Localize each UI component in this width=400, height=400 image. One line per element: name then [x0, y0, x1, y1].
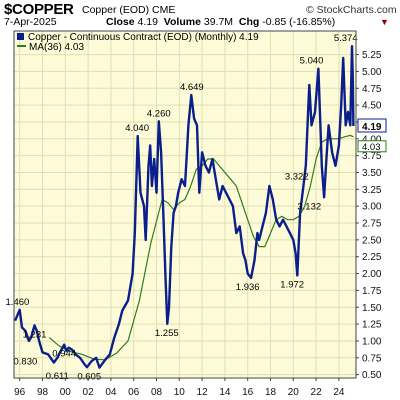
chg-value: -0.85 (-16.85%) — [262, 16, 336, 28]
y-tick-label: 4.75 — [362, 84, 382, 95]
x-tick-label: 24 — [333, 387, 345, 398]
y-tick-label: 2.25 — [362, 252, 382, 263]
x-tick-label: 20 — [288, 387, 300, 398]
price-annotation: 1.936 — [236, 282, 260, 293]
y-tick-label: 4.00 — [362, 134, 382, 145]
price-annotation: 0.605 — [77, 372, 101, 383]
legend-ma-label: MA(36) 4.03 — [29, 42, 84, 53]
volume-label: Volume — [163, 16, 201, 28]
y-tick-label: 2.00 — [362, 269, 382, 280]
y-tick-label: 1.00 — [362, 336, 382, 347]
y-tick-label: 3.75 — [362, 151, 382, 162]
y-tick-label: 2.50 — [362, 235, 382, 246]
brand-credit: © StockCharts.com — [306, 4, 397, 16]
price-annotation: 1.255 — [155, 328, 179, 339]
last-price-label: 4.19 — [362, 122, 382, 133]
price-annotation: 5.040 — [300, 56, 324, 67]
ma-price-tag — [357, 140, 387, 153]
chart-symbol: $COPPER — [4, 1, 74, 18]
bar-series-icon — [17, 33, 24, 40]
y-tick-label: 1.25 — [362, 320, 382, 331]
x-tick-label: 08 — [151, 387, 163, 398]
chg-label: Chg — [238, 16, 260, 28]
y-tick-label: 2.75 — [362, 219, 382, 230]
price-annotation: 4.260 — [147, 108, 171, 119]
price-annotation: 5.374 — [334, 33, 358, 44]
price-annotation: 4.649 — [180, 82, 204, 93]
price-series — [13, 45, 355, 369]
price-tags: 4.19 4.03 — [357, 118, 387, 153]
x-tick-label: 14 — [219, 387, 231, 398]
x-tick-label: 00 — [60, 387, 72, 398]
y-tick-label: 3.00 — [362, 202, 382, 213]
quote-summary: Close 4.19 Volume 39.7M Chg -0.85 (-16.8… — [106, 16, 335, 28]
x-tick-label: 98 — [37, 387, 49, 398]
ma-price-label: 4.03 — [362, 142, 381, 153]
price-annotation: 4.040 — [125, 123, 149, 134]
y-tick-label: 5.00 — [362, 67, 382, 78]
y-tick-label: 1.75 — [362, 286, 382, 297]
legend-series-label: Copper - Continuous Contract (EOD) (Mont… — [28, 32, 259, 43]
x-tick-label: 96 — [14, 387, 26, 398]
price-annotation: 3.322 — [285, 171, 309, 182]
x-tick-label: 02 — [83, 387, 95, 398]
price-annotation: 0.944 — [52, 349, 76, 360]
down-triangle-icon: ▼ — [380, 17, 389, 27]
y-tick-label: 5.25 — [362, 50, 382, 61]
x-tick-label: 04 — [105, 387, 117, 398]
close-value: 4.19 — [137, 16, 158, 28]
price-annotation: 0.611 — [46, 371, 69, 382]
y-tick-label: 3.50 — [362, 168, 382, 179]
x-axis: 96 98 00 02 04 06 08 10 12 14 16 18 20 22 24 — [14, 378, 345, 398]
chart-subtitle: Copper (EOD) CME — [82, 4, 176, 16]
price-annotation: 1.231 — [23, 329, 47, 340]
y-tick-label: 0.50 — [362, 370, 382, 381]
last-price-tag — [357, 118, 387, 133]
y-axis: 0.50 0.75 1.00 1.25 1.50 1.75 2.00 2.25 2.50 2.75… — [356, 50, 382, 381]
price-annotation: 1.972 — [280, 279, 304, 290]
y-tick-label: 1.50 — [362, 303, 382, 314]
volume-value: 39.7M — [203, 16, 234, 28]
quote-date: 7-Apr-2025 — [4, 16, 57, 28]
moving-average — [48, 134, 354, 361]
close-label: Close — [106, 16, 135, 28]
y-tick-label: 3.25 — [362, 185, 382, 196]
legend: Copper - Continuous Contract (EOD) (Mont… — [17, 32, 259, 53]
ma-line — [48, 134, 354, 361]
x-tick-label: 06 — [128, 387, 140, 398]
price-annotation: 0.830 — [14, 356, 38, 367]
x-tick-label: 22 — [311, 387, 323, 398]
price-annotations: 1.460 1.231 0.830 0.944 0.611 0.605 4.040 4.260… — [6, 33, 358, 382]
plot-area — [14, 31, 356, 378]
y-tick-label: 0.75 — [362, 353, 382, 364]
price-annotation: 3.132 — [297, 201, 321, 212]
plot-frame — [13, 30, 357, 379]
price-line — [13, 45, 355, 369]
x-tick-label: 10 — [174, 387, 186, 398]
x-tick-label: 18 — [265, 387, 277, 398]
x-tick-label: 16 — [242, 387, 254, 398]
x-tick-label: 12 — [197, 387, 209, 398]
y-tick-label: 4.50 — [362, 101, 382, 112]
price-annotation: 1.460 — [6, 297, 30, 308]
